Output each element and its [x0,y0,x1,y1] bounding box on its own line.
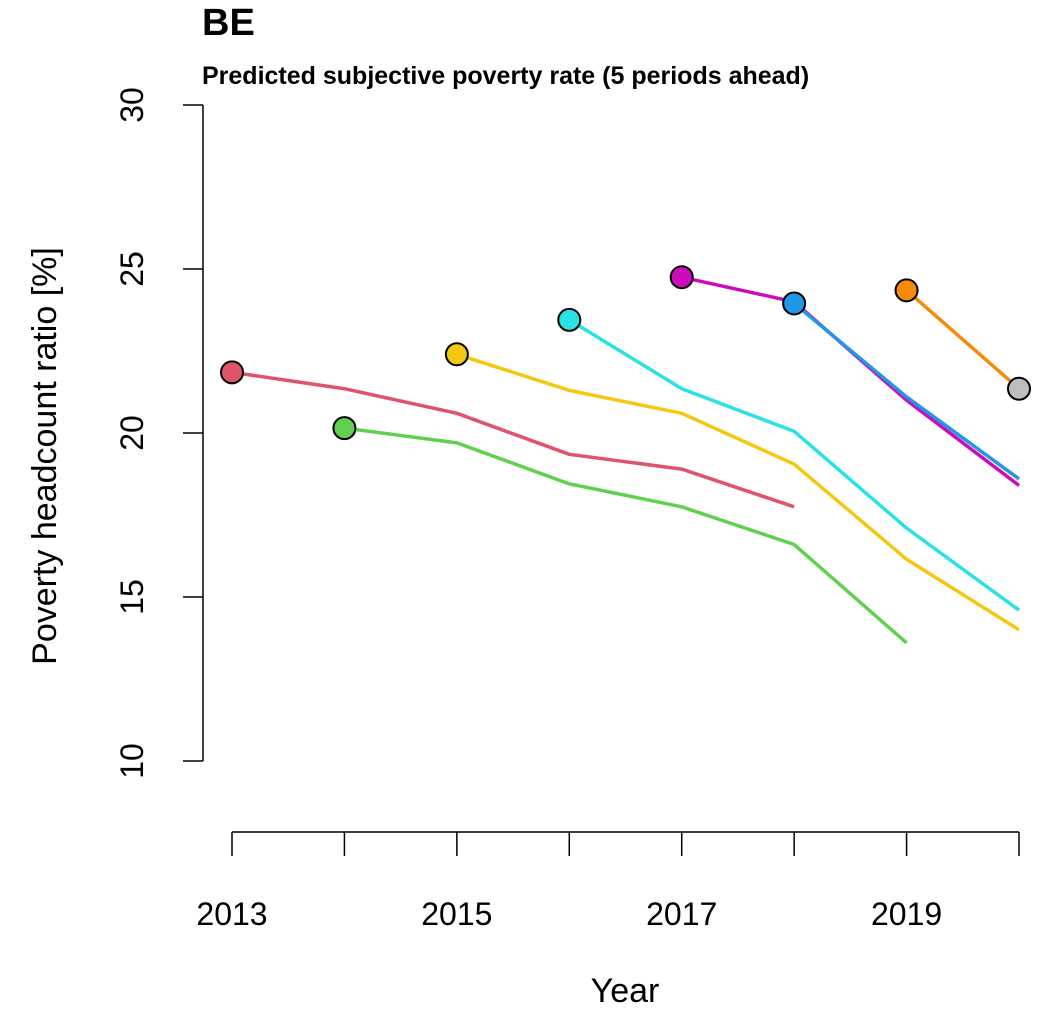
y-tick-label: 30 [114,87,150,123]
series-start-point [332,416,357,441]
series-line [681,275,1021,487]
series-start-point [894,278,919,303]
series-start-point [444,342,469,367]
x-tick-label: 2017 [646,896,717,932]
series-line [344,426,908,645]
series-points [220,265,1031,441]
series-start-point [782,291,807,316]
series-line [793,302,1021,481]
series-start-point [669,265,694,290]
chart-title: BE [202,2,255,44]
y-tick-label: 10 [114,743,150,779]
x-tick-label: 2019 [871,896,942,932]
y-tick-label: 25 [114,251,150,287]
series-lines [231,275,1021,645]
x-tick-label: 2013 [196,896,267,932]
chart-subtitle: Predicted subjective poverty rate (5 per… [202,62,810,90]
series-line [456,352,1020,632]
y-tick-label: 15 [114,579,150,615]
series-start-point [1007,376,1031,401]
y-axis: 10 15 20 25 30 [114,87,204,779]
x-axis: 2013 2015 2017 2019 [196,831,1020,932]
series-line [568,318,1021,612]
series-line [905,289,1021,391]
series-line [231,370,795,509]
series-start-point [220,360,244,385]
x-tick-label: 2015 [421,896,492,932]
y-tick-label: 20 [114,415,150,451]
y-axis-label: Poverty headcount ratio [%] [26,247,64,665]
series-start-point [557,307,582,332]
x-axis-label: Year [591,972,660,1010]
